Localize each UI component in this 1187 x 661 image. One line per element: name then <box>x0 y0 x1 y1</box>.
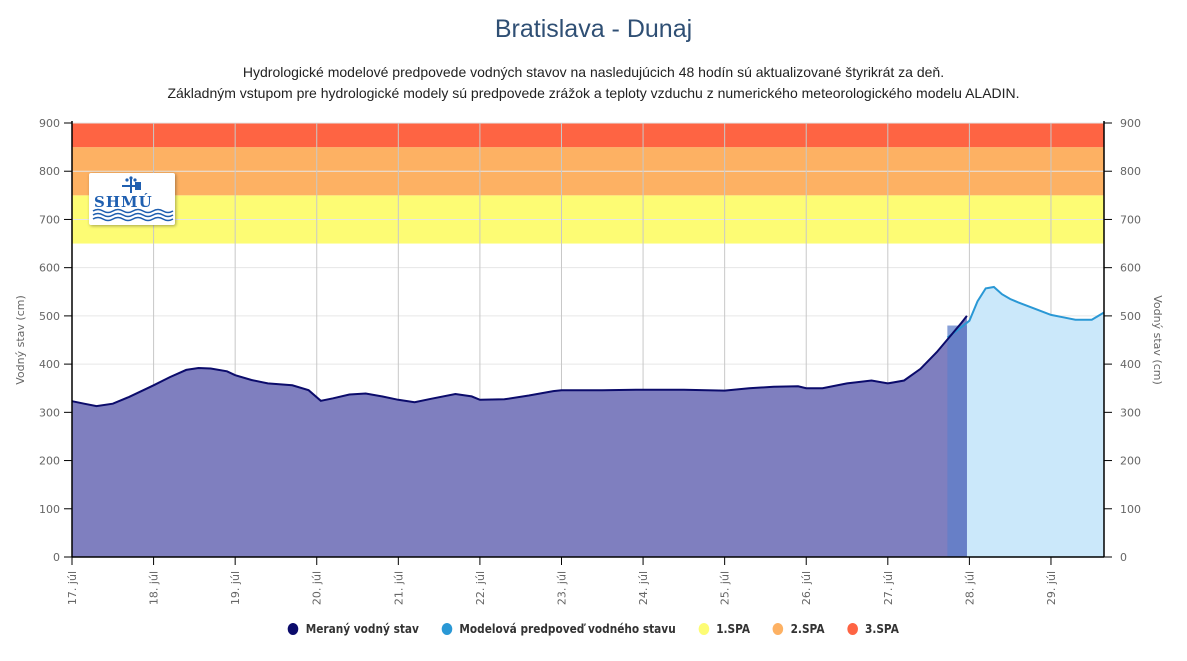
forecast-area <box>947 287 1104 557</box>
legend-dot-icon <box>847 623 858 635</box>
y-tick-label-left: 600 <box>39 262 60 275</box>
legend-item-measured[interactable]: Meraný vodný stav <box>288 622 419 636</box>
legend-label: 2.SPA <box>790 622 825 636</box>
y-tick-label-left: 0 <box>53 551 60 564</box>
y-tick-label-right: 400 <box>1120 358 1141 371</box>
y-tick-label-left: 400 <box>39 358 60 371</box>
weather-vane-icon <box>92 176 174 222</box>
legend-item-forecast[interactable]: Modelová predpoveď vodného stavu <box>441 622 676 636</box>
y-tick-label-left: 300 <box>39 406 60 419</box>
band-3spa <box>72 123 1104 148</box>
legend-label: Modelová predpoveď vodného stavu <box>459 622 676 636</box>
x-tick-label: 25. júl <box>719 571 732 605</box>
measured-line <box>71 315 968 408</box>
x-tick-label: 28. júl <box>963 571 976 605</box>
chart-subtitle-line-1: Hydrologické modelové predpovede vodných… <box>242 64 945 80</box>
x-tick-label: 24. júl <box>637 571 650 605</box>
y-tick-label-right: 700 <box>1120 213 1141 226</box>
x-tick-label: 27. júl <box>882 571 895 605</box>
y-tick-label-left: 800 <box>39 165 60 178</box>
legend-dot-icon <box>772 623 784 635</box>
y-tick-label-right: 300 <box>1120 406 1141 419</box>
chart-subtitle-line-2: Základným vstupom pre hydrologické model… <box>167 85 1020 101</box>
x-tick-label: 20. júl <box>311 571 324 605</box>
legend-item-spa2[interactable]: 2.SPA <box>772 622 825 636</box>
x-tick-label: 21. júl <box>392 571 405 605</box>
chart-legend: Meraný vodný stav Modelová predpoveď vod… <box>71 622 1116 636</box>
legend-dot-icon <box>698 623 710 635</box>
legend-label: 1.SPA <box>716 622 751 636</box>
x-tick-label: 17. júl <box>66 571 79 605</box>
shmu-logo: SHMÚ <box>89 173 175 225</box>
x-tick-label: 26. júl <box>800 571 813 605</box>
logo-text: SHMÚ <box>94 193 153 211</box>
forecast-line <box>946 285 1105 339</box>
x-tick-label: 23. júl <box>555 571 568 605</box>
y-tick-label-right: 0 <box>1120 551 1127 564</box>
y-tick-label-left: 700 <box>39 213 60 226</box>
y-tick-label-left: 100 <box>39 503 60 516</box>
y-tick-label-right: 200 <box>1120 455 1141 468</box>
legend-dot-icon <box>441 623 453 635</box>
x-tick-label: 18. júl <box>148 571 161 605</box>
x-tick-label: 22. júl <box>474 571 487 605</box>
overlap-area <box>947 325 967 557</box>
chart-title: Bratislava - Dunaj <box>494 15 693 43</box>
y-tick-label-left: 200 <box>39 455 60 468</box>
x-tick-label: 19. júl <box>229 571 242 605</box>
y-tick-label-right: 800 <box>1120 165 1141 178</box>
measured-area <box>72 315 967 557</box>
legend-label: 3.SPA <box>864 622 899 636</box>
y-tick-label-left: 500 <box>39 310 60 323</box>
legend-item-spa3[interactable]: 3.SPA <box>847 622 899 636</box>
y-tick-label-right: 100 <box>1120 503 1141 516</box>
y-tick-label-left: 900 <box>39 117 60 130</box>
legend-label: Meraný vodný stav <box>305 622 419 636</box>
x-tick-label: 29. júl <box>1045 571 1058 605</box>
y-axis-title-left: Vodný stav (cm) <box>14 295 27 385</box>
y-tick-label-right: 500 <box>1120 310 1141 323</box>
legend-dot-icon <box>288 623 299 635</box>
y-axis-title-right: Vodný stav (cm) <box>1151 295 1164 385</box>
y-tick-label-right: 900 <box>1120 117 1141 130</box>
legend-item-spa1[interactable]: 1.SPA <box>698 622 751 636</box>
y-tick-label-right: 600 <box>1120 262 1141 275</box>
